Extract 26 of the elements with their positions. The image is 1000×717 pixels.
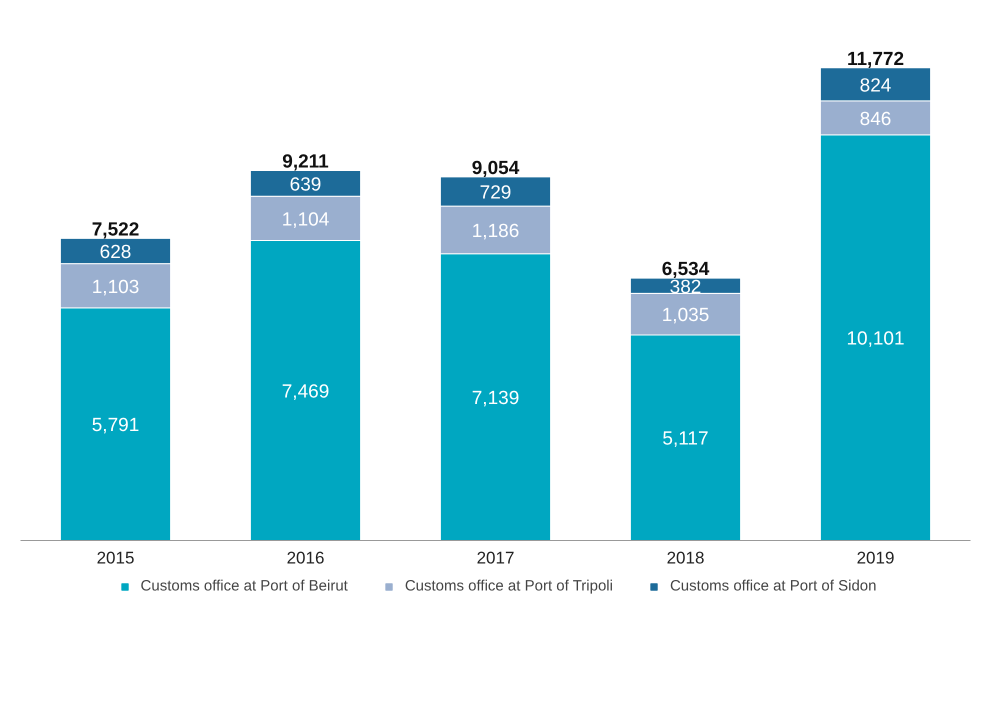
x-tick-label: 2017 [476, 548, 514, 568]
data-label: 7,469 [282, 382, 330, 403]
total-label: 7,522 [92, 219, 140, 240]
data-label: 729 [480, 182, 512, 204]
data-label: 10,101 [846, 328, 905, 350]
legend-label: Customs office at Port of Tripoli [404, 578, 613, 594]
legend-label: Customs office at Port of Sidon [670, 578, 876, 594]
x-tick-label: 2015 [96, 548, 134, 568]
data-label: 1,103 [92, 276, 140, 298]
legend-label: Customs office at Port of Beirut [140, 578, 348, 594]
data-label: 5,117 [662, 428, 709, 450]
data-label: 1,035 [662, 305, 710, 326]
data-label: 5,791 [92, 415, 140, 436]
x-tick-label: 2019 [856, 548, 894, 568]
data-label: 824 [860, 75, 892, 96]
total-label: 9,211 [282, 152, 330, 173]
data-label: 846 [860, 108, 892, 130]
x-tick-label: 2016 [286, 548, 324, 568]
data-label: 639 [290, 174, 322, 196]
data-label: 7,139 [472, 388, 520, 410]
total-label: 11,772 [846, 48, 904, 70]
data-label: 1,104 [282, 209, 330, 230]
x-tick-label: 2018 [666, 548, 704, 568]
total-label: 9,054 [472, 158, 520, 179]
data-label: 628 [100, 242, 132, 264]
data-label: 1,186 [472, 220, 520, 242]
